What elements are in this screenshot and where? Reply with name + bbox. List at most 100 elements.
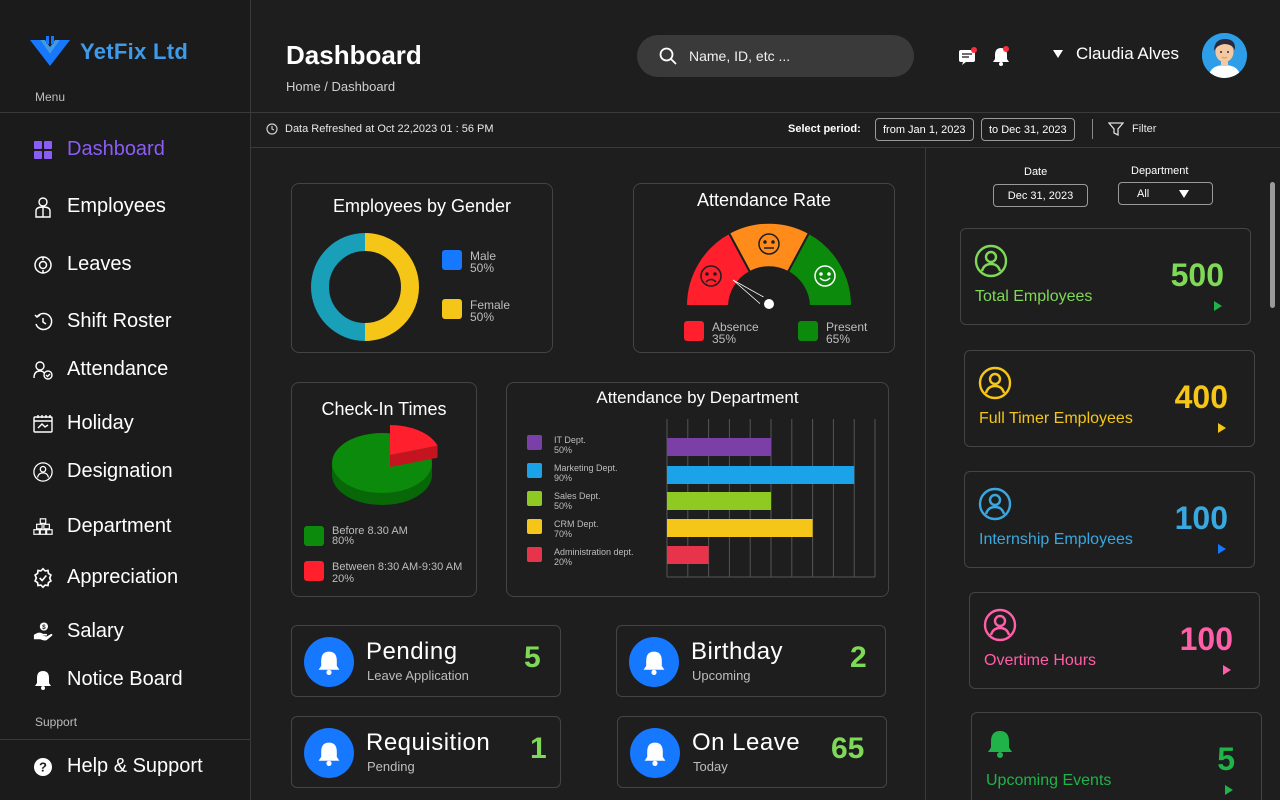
bell-icon — [629, 637, 679, 687]
sad-face-icon — [700, 265, 722, 287]
divider — [0, 739, 251, 740]
gender-chart-card: Employees by Gender Male 50% Female 50% — [291, 183, 553, 353]
to-date-picker[interactable]: to Dec 31, 2023 — [981, 118, 1075, 141]
bar-it-dept — [667, 438, 771, 456]
pending-leave-card[interactable]: Pending Leave Application 5 — [291, 625, 561, 697]
employee-icon — [33, 196, 53, 218]
kpi-value: 400 — [1174, 379, 1228, 415]
messages-icon[interactable] — [958, 46, 978, 66]
checkin-chart-card: Check-In Times Before 8.30 AM 80% Between… — [291, 382, 477, 597]
legend-swatch — [684, 321, 704, 341]
legend-swatch — [527, 491, 542, 506]
pie-slice-depth — [390, 445, 438, 467]
search-input[interactable] — [689, 48, 889, 64]
sidebar-item-dashboard[interactable]: Dashboard — [33, 138, 165, 161]
stat-value: 5 — [524, 641, 541, 674]
svg-text:?: ? — [39, 759, 47, 774]
attendance-rate-card: Attendance Rate Absence 35% Present 65% — [633, 183, 895, 353]
play-arrow-icon[interactable] — [1218, 423, 1226, 433]
kpi-full-timer-employees[interactable]: Full Timer Employees 400 — [964, 350, 1255, 447]
user-menu[interactable]: Claudia Alves — [1052, 44, 1179, 64]
kpi-value: 5 — [1217, 741, 1235, 777]
search-icon — [659, 47, 677, 65]
legend-female: Female 50% — [442, 299, 510, 323]
bar-marketing-dept — [667, 466, 855, 484]
bell-icon — [33, 670, 53, 690]
salary-icon: $ — [33, 621, 53, 642]
sidebar-item-appreciation[interactable]: Appreciation — [33, 566, 178, 589]
kpi-value: 100 — [1179, 621, 1233, 657]
legend-label: Male — [470, 249, 497, 263]
kpi-label: Overtime Hours — [984, 652, 1097, 669]
date-picker[interactable]: Dec 31, 2023 — [993, 184, 1088, 207]
requisition-card[interactable]: Requisition Pending 1 — [291, 716, 561, 788]
gender-donut-chart — [311, 233, 419, 341]
attendance-gauge — [684, 221, 854, 310]
card-title: Check-In Times — [321, 399, 447, 419]
stat-subtitle: Leave Application — [367, 668, 469, 683]
kpi-total-employees[interactable]: Total Employees 500 — [960, 228, 1251, 325]
stat-title: Pending — [366, 638, 458, 665]
period-label: Select period: — [788, 123, 861, 135]
legend-swatch — [442, 250, 462, 270]
stat-subtitle: Today — [693, 759, 728, 774]
appreciation-icon — [33, 567, 53, 588]
avatar[interactable] — [1202, 33, 1247, 78]
divider — [925, 148, 926, 800]
user-circle-icon — [983, 608, 1017, 642]
legend-label: Between 8:30 AM-9:30 AM — [332, 561, 463, 573]
sidebar-item-help-support[interactable]: ? Help & Support — [33, 755, 203, 778]
sidebar-item-label: Holiday — [67, 412, 134, 434]
kpi-label: Upcoming Events — [986, 772, 1112, 789]
bar-sales-dept — [667, 492, 771, 510]
dept-legend-item: Sales Dept. 50% — [527, 491, 601, 511]
sidebar-item-label: Shift Roster — [67, 310, 172, 332]
brand-logo[interactable]: YetFix Ltd — [28, 36, 188, 68]
sidebar-item-shift-roster[interactable]: Shift Roster — [33, 310, 171, 333]
birthday-card[interactable]: Birthday Upcoming 2 — [616, 625, 886, 697]
bell-icon — [304, 728, 354, 778]
legend-swatch — [527, 463, 542, 478]
kpi-upcoming-events[interactable]: Upcoming Events 5 — [971, 712, 1262, 800]
kpi-internship-employees[interactable]: Internship Employees 100 — [964, 471, 1255, 568]
filter-label: Filter — [1132, 123, 1157, 135]
sidebar-item-salary[interactable]: $ Salary — [33, 620, 124, 643]
kpi-overtime-hours[interactable]: Overtime Hours 100 — [969, 592, 1260, 689]
sidebar-item-designation[interactable]: Designation — [33, 460, 173, 483]
breadcrumb[interactable]: Home / Dashboard — [286, 79, 396, 94]
notification-bell-icon[interactable] — [991, 46, 1011, 66]
legend-value: 20% — [554, 557, 573, 567]
department-chart-card: Attendance by Department IT Dept. 50% Mark… — [506, 382, 889, 597]
sidebar-item-attendance[interactable]: Attendance — [33, 358, 168, 381]
attendance-icon — [33, 360, 53, 380]
legend-swatch — [527, 519, 542, 534]
from-date-picker[interactable]: from Jan 1, 2023 — [875, 118, 974, 141]
donut-slice-female — [364, 233, 419, 341]
play-arrow-icon[interactable] — [1214, 301, 1222, 311]
play-arrow-icon[interactable] — [1225, 785, 1233, 795]
play-arrow-icon[interactable] — [1223, 665, 1231, 675]
on-leave-card[interactable]: On Leave Today 65 — [617, 716, 887, 788]
happy-face-icon — [814, 265, 836, 287]
sidebar-item-leaves[interactable]: Leaves — [33, 253, 132, 276]
stat-title: Requisition — [366, 729, 491, 756]
divider — [0, 112, 251, 113]
legend-label: IT Dept. — [554, 435, 586, 445]
sidebar-item-department[interactable]: Department — [33, 515, 172, 538]
designation-icon — [33, 461, 53, 482]
dashboard-icon — [33, 140, 53, 160]
legend-value: 20% — [332, 573, 355, 585]
sidebar-item-employees[interactable]: Employees — [33, 195, 166, 218]
sidebar-item-holiday[interactable]: Holiday — [33, 412, 134, 435]
department-label: Department — [1131, 165, 1189, 177]
search-bar[interactable] — [637, 35, 914, 77]
filter-button[interactable]: Filter — [1108, 121, 1156, 137]
gauge-segment-present — [786, 231, 854, 307]
play-arrow-icon[interactable] — [1218, 544, 1226, 554]
department-select-value: All — [1137, 187, 1150, 200]
scrollbar[interactable] — [1270, 182, 1275, 308]
sidebar-item-notice-board[interactable]: Notice Board — [33, 668, 183, 691]
stat-title: Birthday — [691, 638, 784, 665]
department-select[interactable]: All — [1118, 182, 1213, 205]
stat-value: 65 — [831, 732, 865, 765]
